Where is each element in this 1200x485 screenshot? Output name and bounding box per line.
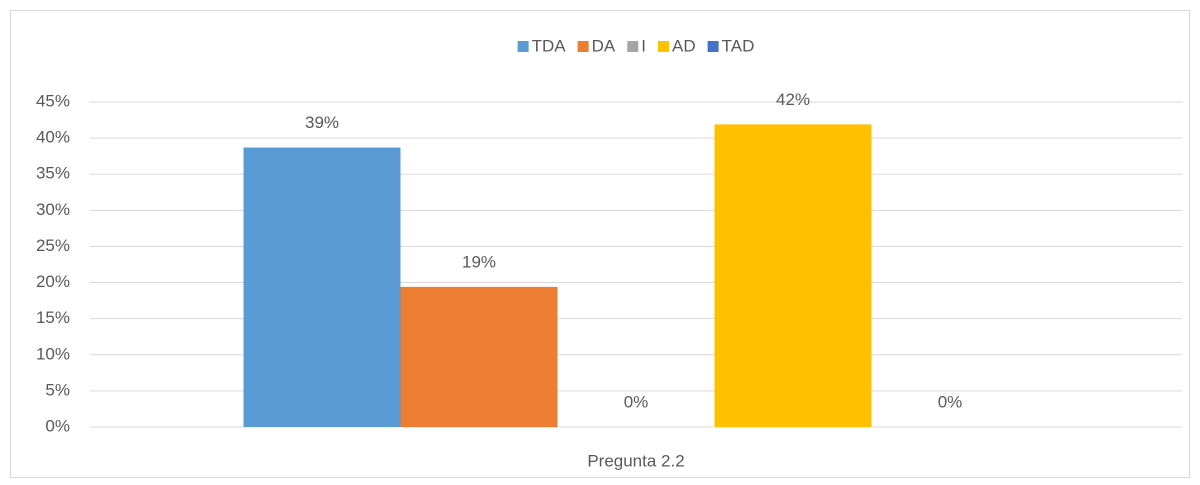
y-tick-label: 25% <box>36 236 70 255</box>
x-tick-label: Pregunta 2.2 <box>587 451 684 470</box>
legend-swatch <box>627 41 639 52</box>
legend-label: TDA <box>532 36 567 55</box>
y-tick-label: 45% <box>36 91 70 110</box>
y-tick-label: 35% <box>36 164 70 183</box>
value-label: 19% <box>462 252 496 271</box>
legend-swatch <box>577 41 589 52</box>
bar <box>714 124 872 427</box>
legend-label: TAD <box>722 36 755 55</box>
legend-label: DA <box>592 36 616 55</box>
value-label: 42% <box>776 90 810 109</box>
y-tick-label: 30% <box>36 200 70 219</box>
bar <box>400 286 558 427</box>
value-label: 0% <box>624 392 649 411</box>
value-label: 0% <box>938 392 963 411</box>
y-tick-label: 20% <box>36 272 70 291</box>
value-label: 39% <box>305 113 339 132</box>
legend-swatch <box>517 41 529 52</box>
legend-swatch <box>707 41 719 52</box>
y-tick-label: 40% <box>36 128 70 147</box>
y-tick-label: 10% <box>36 344 70 363</box>
legend: TDA DA I AD TAD <box>517 36 755 55</box>
bar <box>243 147 401 427</box>
legend-swatch <box>657 41 669 52</box>
y-tick-label: 15% <box>36 308 70 327</box>
legend-label: AD <box>672 36 696 55</box>
chart-frame <box>10 10 1190 478</box>
legend-label: I <box>641 36 646 55</box>
y-tick-label: 5% <box>45 380 70 399</box>
y-tick-label: 0% <box>45 416 70 435</box>
